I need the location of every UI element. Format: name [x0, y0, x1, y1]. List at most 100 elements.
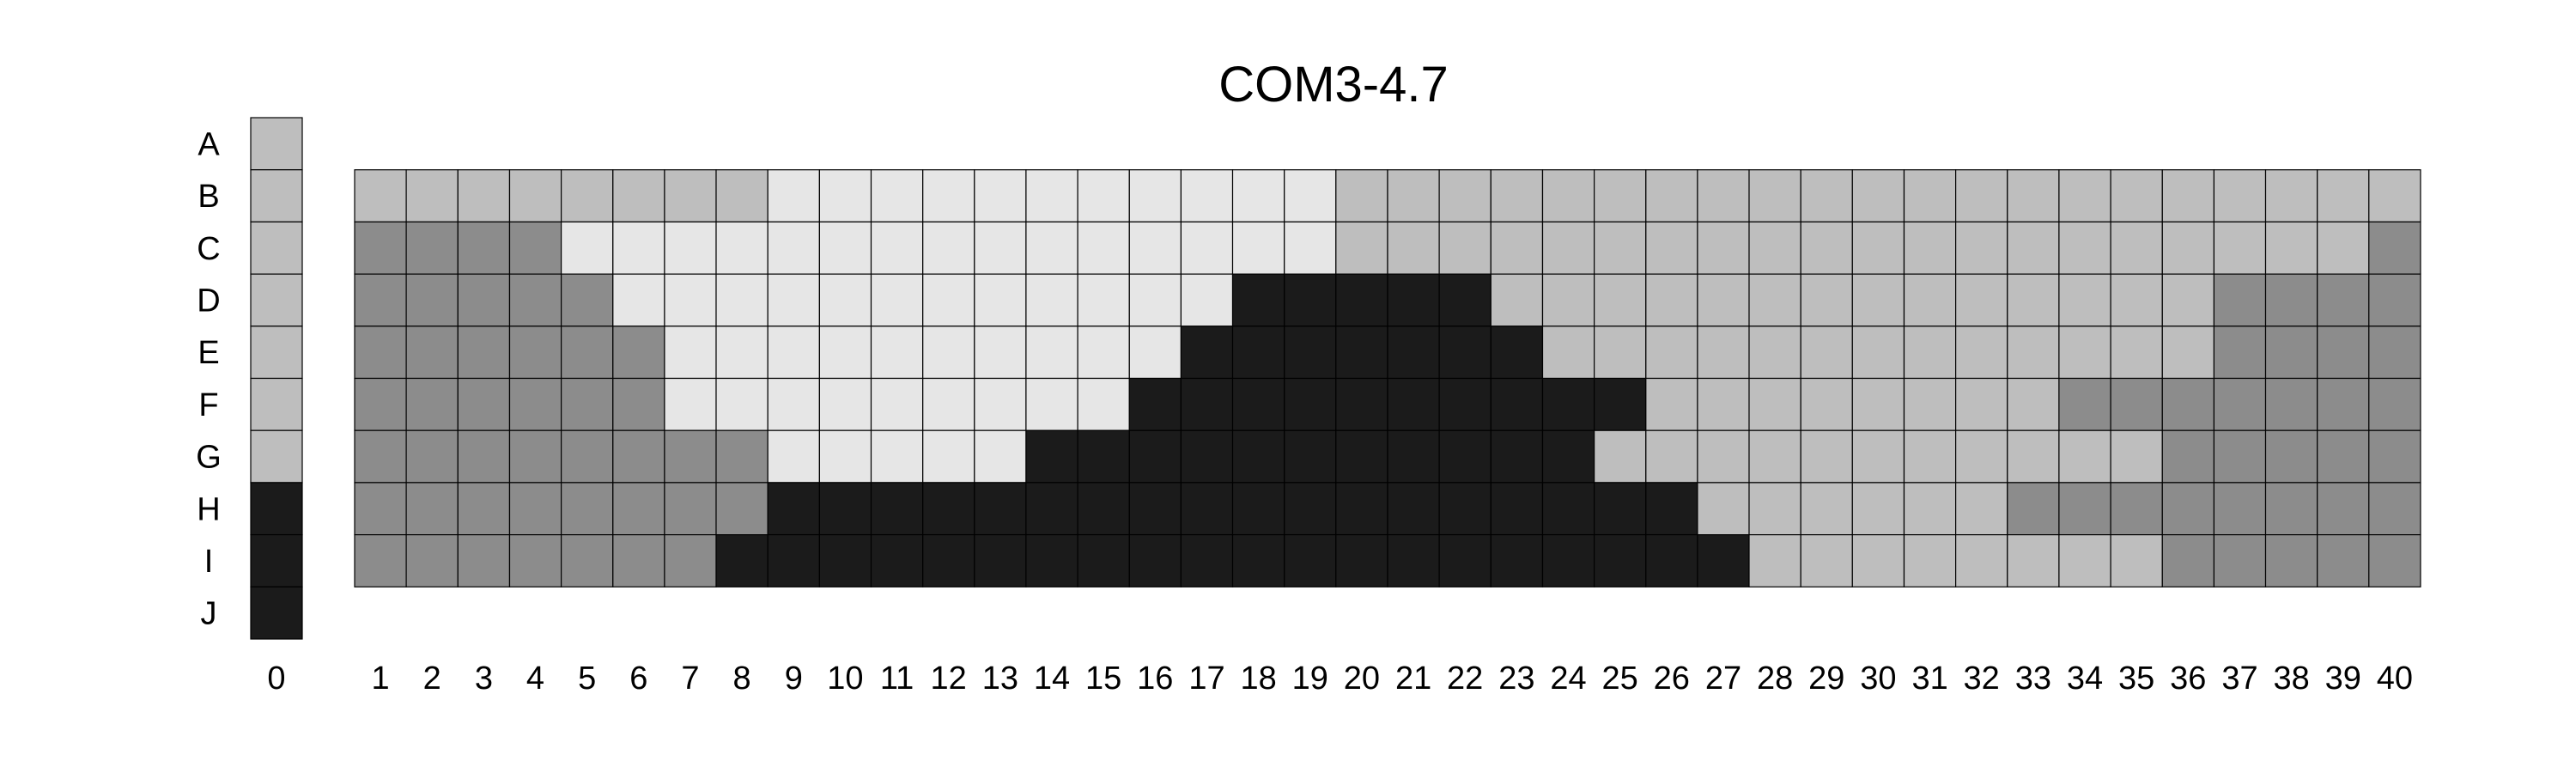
- cell-I-8: [715, 533, 769, 587]
- row-label-A: A: [197, 126, 220, 162]
- column-label-10: 10: [827, 660, 863, 697]
- key-cell-B: [250, 169, 303, 222]
- cell-E-20: [1335, 326, 1388, 380]
- cell-G-31: [1903, 429, 1957, 484]
- cell-H-32: [1955, 482, 2008, 536]
- cell-G-32: [1955, 429, 2008, 484]
- cell-G-11: [870, 429, 924, 484]
- key-cell-E: [250, 326, 303, 380]
- cell-E-23: [1490, 326, 1544, 380]
- cell-C-38: [2264, 221, 2318, 275]
- cell-H-8: [715, 482, 769, 536]
- cell-I-6: [612, 533, 665, 587]
- cell-C-10: [818, 221, 872, 275]
- cell-H-2: [405, 482, 459, 536]
- cell-C-36: [2161, 221, 2215, 275]
- cell-D-30: [1851, 273, 1905, 327]
- cell-E-12: [922, 326, 975, 380]
- cell-H-1: [354, 482, 407, 536]
- key-cell-A: [250, 117, 303, 171]
- cell-E-26: [1645, 326, 1698, 380]
- column-label-21: 21: [1395, 660, 1431, 697]
- cell-G-20: [1335, 429, 1388, 484]
- row-label-D: D: [197, 283, 220, 320]
- cell-H-3: [457, 482, 511, 536]
- key-cell-C: [250, 221, 303, 275]
- cell-E-31: [1903, 326, 1957, 380]
- cell-I-35: [2110, 533, 2163, 587]
- cell-E-34: [2058, 326, 2111, 380]
- cell-B-22: [1438, 169, 1492, 222]
- cell-D-26: [1645, 273, 1698, 327]
- cell-E-24: [1541, 326, 1595, 380]
- cell-D-7: [664, 273, 717, 327]
- cell-F-26: [1645, 377, 1698, 431]
- cell-I-19: [1284, 533, 1337, 587]
- cell-G-4: [508, 429, 562, 484]
- cell-B-31: [1903, 169, 1957, 222]
- cell-I-1: [354, 533, 407, 587]
- cell-F-3: [457, 377, 511, 431]
- cell-E-1: [354, 326, 407, 380]
- cell-D-22: [1438, 273, 1492, 327]
- cell-C-5: [560, 221, 614, 275]
- cell-G-24: [1541, 429, 1595, 484]
- row-label-F: F: [198, 387, 218, 423]
- cell-G-25: [1593, 429, 1647, 484]
- cell-E-27: [1697, 326, 1750, 380]
- cell-F-13: [974, 377, 1027, 431]
- cell-H-14: [1025, 482, 1078, 536]
- cell-G-33: [2007, 429, 2060, 484]
- cell-H-39: [2317, 482, 2370, 536]
- cell-G-30: [1851, 429, 1905, 484]
- column-label-40: 40: [2377, 660, 2413, 697]
- cell-C-2: [405, 221, 459, 275]
- cell-C-1: [354, 221, 407, 275]
- cell-B-33: [2007, 169, 2060, 222]
- cell-H-29: [1800, 482, 1853, 536]
- cell-B-36: [2161, 169, 2215, 222]
- cell-B-28: [1748, 169, 1801, 222]
- cell-F-29: [1800, 377, 1853, 431]
- cell-I-5: [560, 533, 614, 587]
- column-label-31: 31: [1911, 660, 1947, 697]
- cell-G-38: [2264, 429, 2318, 484]
- cell-E-33: [2007, 326, 2060, 380]
- key-cell-I: [250, 533, 303, 587]
- cell-C-9: [767, 221, 820, 275]
- cell-D-23: [1490, 273, 1544, 327]
- cell-C-18: [1231, 221, 1285, 275]
- cell-C-4: [508, 221, 562, 275]
- cell-D-5: [560, 273, 614, 327]
- cell-D-6: [612, 273, 665, 327]
- cell-B-39: [2317, 169, 2370, 222]
- cell-I-30: [1851, 533, 1905, 587]
- cell-F-20: [1335, 377, 1388, 431]
- cell-B-37: [2213, 169, 2267, 222]
- cell-G-16: [1128, 429, 1182, 484]
- cell-B-4: [508, 169, 562, 222]
- cell-F-38: [2264, 377, 2318, 431]
- column-label-22: 22: [1447, 660, 1483, 697]
- key-cell-G: [250, 429, 303, 484]
- cell-I-22: [1438, 533, 1492, 587]
- cell-I-31: [1903, 533, 1957, 587]
- cell-E-6: [612, 326, 665, 380]
- cell-D-27: [1697, 273, 1750, 327]
- cell-B-13: [974, 169, 1027, 222]
- cell-H-34: [2058, 482, 2111, 536]
- cell-D-1: [354, 273, 407, 327]
- cell-F-31: [1903, 377, 1957, 431]
- column-label-37: 37: [2221, 660, 2257, 697]
- cell-B-14: [1025, 169, 1078, 222]
- cell-D-17: [1180, 273, 1234, 327]
- cell-D-4: [508, 273, 562, 327]
- column-label-30: 30: [1860, 660, 1896, 697]
- key-cell-H: [250, 482, 303, 536]
- cell-F-36: [2161, 377, 2215, 431]
- cell-G-2: [405, 429, 459, 484]
- cell-H-37: [2213, 482, 2267, 536]
- cell-D-24: [1541, 273, 1595, 327]
- cell-I-7: [664, 533, 717, 587]
